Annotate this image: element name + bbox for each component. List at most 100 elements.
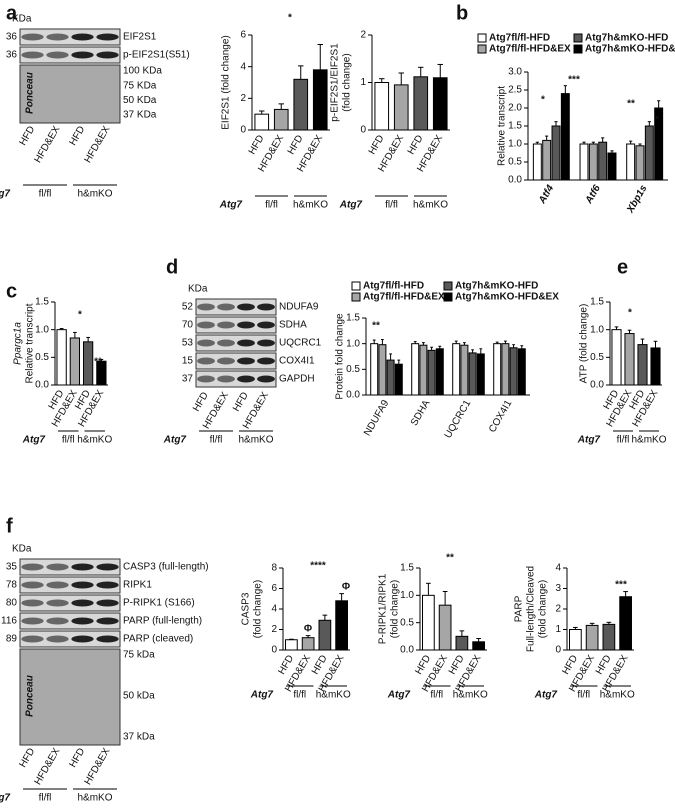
y-tick-label: 1.0 — [400, 590, 414, 601]
bar — [501, 343, 510, 396]
bar — [285, 639, 298, 651]
y-tick-label: 2 — [555, 604, 561, 615]
y-tick-label: 0.0 — [346, 390, 360, 401]
y-tick-label: 0 — [555, 645, 561, 656]
group-label: h&mKO — [453, 690, 488, 701]
bar — [422, 594, 435, 651]
bar — [413, 76, 429, 131]
kda-header: KDa — [12, 14, 32, 25]
ponceau-marker: 50 kDa — [123, 691, 155, 702]
bar — [427, 349, 436, 396]
blot-band — [257, 357, 275, 365]
significance-mark: *** — [615, 580, 627, 591]
y-tick-label: 0.5 — [346, 364, 360, 375]
lane-label: HFD — [286, 133, 306, 156]
significance-mark: * — [655, 115, 659, 126]
bar — [254, 113, 270, 131]
blot-band — [257, 303, 275, 311]
blot-band — [21, 599, 44, 607]
bar — [312, 69, 328, 131]
blot-band — [217, 321, 235, 329]
blot-band — [21, 635, 44, 643]
y-axis-label: CASP3 — [241, 592, 252, 625]
y-tick-label: 4 — [271, 604, 277, 615]
kda-header: KDa — [188, 284, 208, 295]
genotype-label: Atg7 — [163, 435, 187, 446]
bar — [411, 343, 420, 396]
ponceau-marker: 75 KDa — [123, 80, 157, 91]
y-tick-label: 3 — [555, 583, 561, 594]
bar — [378, 344, 387, 396]
group-label: fl/fl — [210, 435, 223, 446]
y-tick-label: 4 — [555, 563, 561, 574]
significance-mark: **** — [310, 561, 326, 572]
panel-letter: f — [6, 515, 13, 537]
legend-swatch — [443, 292, 453, 302]
y-axis-label: (fold change) — [390, 580, 401, 638]
mw-label: 78 — [6, 580, 18, 591]
legend-label: Atg7h&mKO-HFD&EX — [455, 292, 559, 303]
blot-band — [237, 303, 255, 311]
category-label: UQCRC1 — [443, 398, 474, 440]
blot-band — [96, 617, 119, 625]
blot-strip — [195, 316, 277, 334]
y-axis-label: Full-length/Cleaved — [526, 566, 537, 652]
blot-band — [96, 51, 119, 59]
bar — [476, 353, 485, 396]
band-label: PARP (cleaved) — [123, 634, 193, 645]
mw-label: 35 — [6, 562, 18, 573]
blot-band — [46, 599, 69, 607]
significance-mark: * — [628, 308, 632, 319]
y-axis-label: PARP — [514, 595, 525, 622]
ponceau-marker: 37 kDa — [123, 732, 155, 743]
group-label: h&mKO — [316, 690, 351, 701]
panel-letter: d — [166, 256, 178, 278]
bar — [626, 143, 636, 181]
blot-band — [71, 599, 94, 607]
lane-label: HFD — [68, 124, 88, 147]
significance-mark: ** — [627, 99, 635, 110]
legend-swatch — [477, 44, 487, 54]
group-label: fl/fl — [385, 200, 398, 211]
band-label: RIPK1 — [123, 580, 152, 591]
y-tick-label: 2 — [240, 93, 246, 104]
category-label: Atf4 — [536, 183, 556, 207]
significance-mark: ** — [94, 357, 102, 368]
panel-letter: a — [6, 2, 18, 24]
mw-label: 89 — [6, 634, 18, 645]
bar — [517, 348, 526, 396]
genotype-label: Atg7 — [219, 200, 243, 211]
band-label: UQCRC1 — [279, 338, 322, 349]
group-label: h&mKO — [238, 435, 273, 446]
bar — [438, 604, 452, 651]
bar — [335, 600, 348, 651]
blot-band — [217, 339, 235, 347]
genotype-label: Atg7 — [534, 690, 558, 701]
group-label: fl/fl — [430, 690, 443, 701]
legend-swatch — [443, 281, 453, 291]
blot-band — [237, 321, 255, 329]
bar — [82, 341, 94, 386]
blot-band — [21, 51, 44, 59]
blot-band — [71, 617, 94, 625]
mw-label: 36 — [6, 32, 18, 43]
group-label: fl/fl — [265, 200, 278, 211]
blot-band — [197, 321, 215, 329]
group-label: h&mKO — [631, 435, 666, 446]
y-tick-label: 8 — [271, 563, 277, 574]
legend-label: Atg7h&mKO-HFD&EX — [585, 44, 675, 55]
band-label: GAPDH — [279, 374, 315, 385]
bar — [273, 108, 289, 131]
y-tick-label: 0.5 — [400, 617, 414, 628]
bar — [69, 337, 81, 386]
blot-band — [71, 563, 94, 571]
genotype-label: Atg7 — [577, 435, 601, 446]
y-tick-label: 1 — [360, 77, 366, 88]
bar — [598, 141, 608, 181]
band-label: CASP3 (full-length) — [123, 562, 209, 573]
lane-label: HFD — [18, 124, 38, 147]
band-label: NDUFA9 — [279, 302, 319, 313]
bar — [468, 352, 477, 396]
blot-strip — [195, 298, 277, 316]
